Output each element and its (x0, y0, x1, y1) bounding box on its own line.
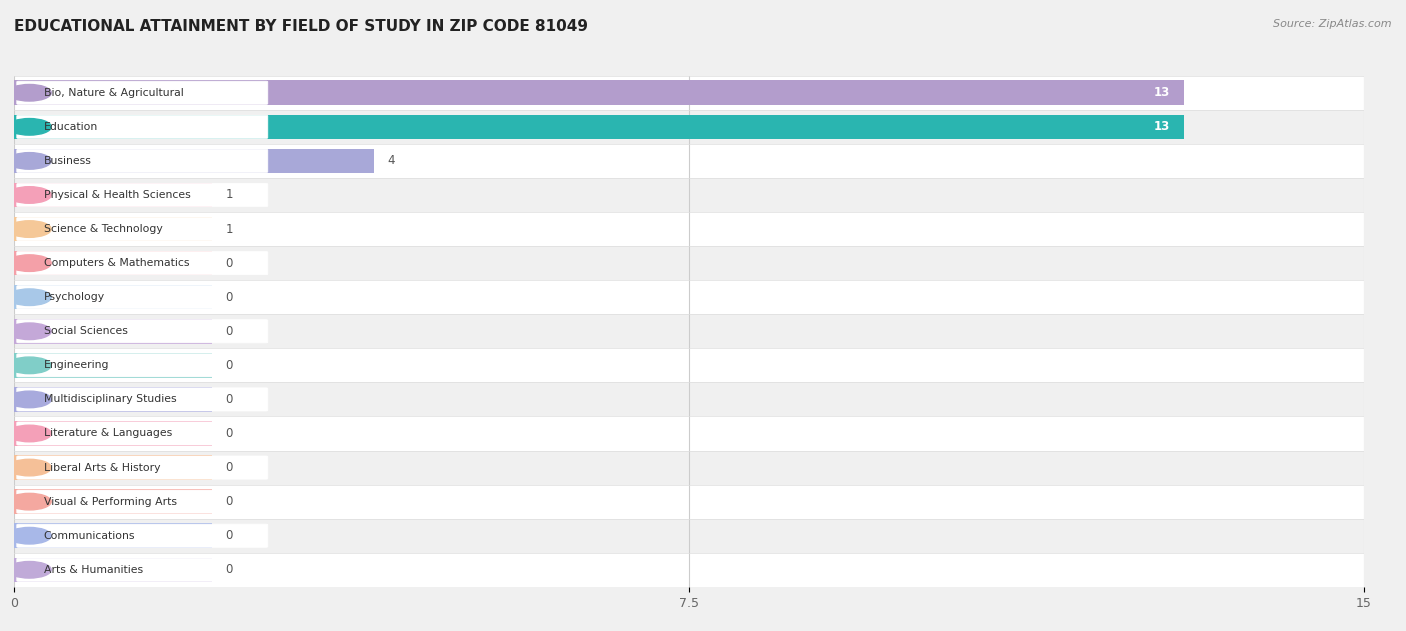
Bar (14, 280, 1364, 314)
Bar (14, 314, 1364, 348)
Text: 0: 0 (225, 325, 233, 338)
FancyBboxPatch shape (17, 184, 267, 206)
Bar (14, 422, 212, 445)
Bar (14, 110, 1364, 144)
Bar (14, 144, 1364, 178)
Circle shape (7, 459, 51, 476)
Circle shape (7, 221, 51, 237)
Text: Physical & Health Sciences: Physical & Health Sciences (44, 190, 190, 200)
Bar (14, 490, 212, 514)
Circle shape (7, 323, 51, 339)
Text: 13: 13 (1154, 121, 1170, 133)
Text: 0: 0 (225, 291, 233, 304)
FancyBboxPatch shape (17, 558, 267, 581)
Text: Literature & Languages: Literature & Languages (44, 428, 172, 439)
Bar (14, 485, 1364, 519)
Circle shape (7, 357, 51, 374)
FancyBboxPatch shape (17, 456, 267, 479)
Text: 0: 0 (225, 529, 233, 542)
Circle shape (7, 528, 51, 544)
Bar (14, 81, 1184, 105)
Text: Psychology: Psychology (44, 292, 105, 302)
Bar (14, 451, 1364, 485)
Text: Business: Business (44, 156, 91, 166)
Bar (14, 353, 212, 377)
Bar (14, 183, 212, 207)
Text: EDUCATIONAL ATTAINMENT BY FIELD OF STUDY IN ZIP CODE 81049: EDUCATIONAL ATTAINMENT BY FIELD OF STUDY… (14, 19, 588, 34)
Text: 0: 0 (225, 461, 233, 474)
Text: Bio, Nature & Agricultural: Bio, Nature & Agricultural (44, 88, 184, 98)
Text: Engineering: Engineering (44, 360, 110, 370)
Text: Liberal Arts & History: Liberal Arts & History (44, 463, 160, 473)
Text: Visual & Performing Arts: Visual & Performing Arts (44, 497, 177, 507)
Circle shape (7, 255, 51, 271)
Bar (14, 553, 1364, 587)
Bar (14, 115, 1184, 139)
FancyBboxPatch shape (17, 388, 267, 411)
Bar (14, 558, 212, 582)
FancyBboxPatch shape (17, 490, 267, 513)
Text: Source: ZipAtlas.com: Source: ZipAtlas.com (1274, 19, 1392, 29)
Text: Social Sciences: Social Sciences (44, 326, 128, 336)
Text: Science & Technology: Science & Technology (44, 224, 163, 234)
Text: 13: 13 (1154, 86, 1170, 99)
Text: 4: 4 (388, 155, 395, 167)
Text: 1: 1 (225, 223, 233, 235)
Text: 0: 0 (225, 563, 233, 576)
Text: Multidisciplinary Studies: Multidisciplinary Studies (44, 394, 176, 404)
Bar (14, 178, 1364, 212)
FancyBboxPatch shape (17, 252, 267, 274)
Text: Communications: Communications (44, 531, 135, 541)
Text: 0: 0 (225, 427, 233, 440)
FancyBboxPatch shape (17, 81, 267, 104)
FancyBboxPatch shape (17, 218, 267, 240)
Text: 0: 0 (225, 393, 233, 406)
Bar (14, 212, 1364, 246)
Bar (14, 348, 1364, 382)
FancyBboxPatch shape (17, 320, 267, 343)
Circle shape (7, 425, 51, 442)
FancyBboxPatch shape (17, 286, 267, 309)
FancyBboxPatch shape (17, 115, 267, 138)
Bar (14, 382, 1364, 416)
Circle shape (7, 153, 51, 169)
Bar (14, 319, 212, 343)
Bar (14, 456, 212, 480)
Bar (14, 76, 1364, 110)
Circle shape (7, 85, 51, 101)
Text: Computers & Mathematics: Computers & Mathematics (44, 258, 190, 268)
FancyBboxPatch shape (17, 354, 267, 377)
Bar (14, 149, 374, 173)
FancyBboxPatch shape (17, 422, 267, 445)
Circle shape (7, 493, 51, 510)
Bar (14, 217, 212, 241)
Circle shape (7, 391, 51, 408)
Circle shape (7, 562, 51, 578)
Bar (14, 519, 1364, 553)
FancyBboxPatch shape (17, 150, 267, 172)
Text: 0: 0 (225, 495, 233, 508)
Bar (14, 524, 212, 548)
FancyBboxPatch shape (17, 524, 267, 547)
Bar (14, 246, 1364, 280)
Circle shape (7, 119, 51, 135)
Bar (14, 285, 212, 309)
Circle shape (7, 187, 51, 203)
Text: 0: 0 (225, 359, 233, 372)
Bar (14, 251, 212, 275)
Text: Arts & Humanities: Arts & Humanities (44, 565, 143, 575)
Text: 0: 0 (225, 257, 233, 269)
Bar (14, 387, 212, 411)
Circle shape (7, 289, 51, 305)
Text: Education: Education (44, 122, 98, 132)
Text: 1: 1 (225, 189, 233, 201)
Bar (14, 416, 1364, 451)
